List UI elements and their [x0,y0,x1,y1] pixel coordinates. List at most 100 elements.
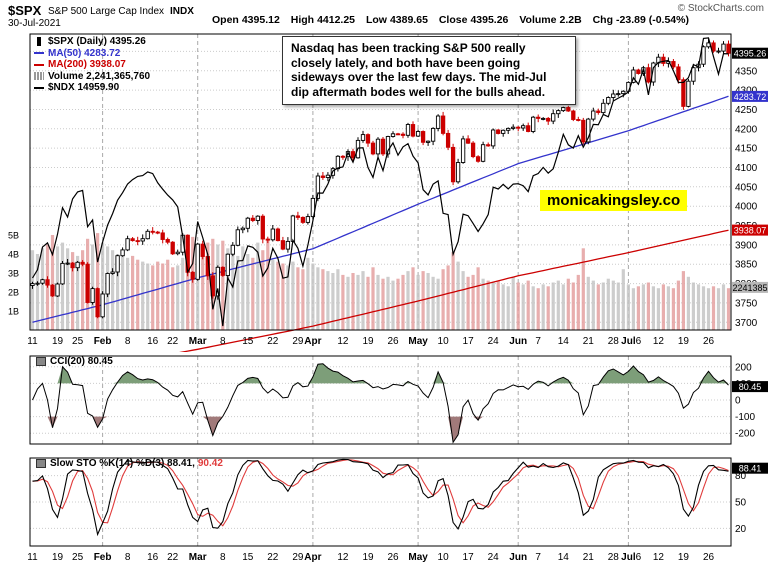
svg-text:5B: 5B [8,231,19,241]
svg-text:24: 24 [488,336,500,347]
price-chart-svg: 3700375038003850390039504000405041004150… [8,33,768,380]
svg-text:Feb: Feb [94,552,112,563]
svg-text:Apr: Apr [304,336,321,347]
svg-text:8: 8 [125,336,131,347]
svg-text:26: 26 [387,336,399,347]
close-label: Close [438,14,468,26]
svg-text:21: 21 [583,552,595,563]
svg-text:22: 22 [167,336,179,347]
volume-label: Volume [519,14,557,26]
open-value: 4395.12 [241,14,280,26]
candle-icon [37,37,41,47]
svg-text:-100: -100 [735,412,755,423]
svg-text:Jul: Jul [621,336,636,347]
cci-legend: CCI(20) 80.45 [36,356,113,367]
svg-text:10: 10 [438,336,450,347]
svg-text:6: 6 [636,552,642,563]
legend-item-volume: Volume 2,241,365,760 [34,71,150,83]
sto-d-value: 90.42 [197,458,223,469]
svg-text:3700: 3700 [735,318,758,329]
svg-text:6: 6 [636,336,642,347]
svg-text:8: 8 [220,336,226,347]
legend-item-ndx: $NDX 14959.90 [34,82,150,94]
svg-text:28: 28 [608,552,620,563]
svg-text:24: 24 [488,552,500,563]
svg-text:3B: 3B [8,269,19,279]
quote-bar: Open 4395.12 High 4412.25 Low 4389.65 Close… [212,14,689,26]
svg-text:11: 11 [27,552,38,563]
svg-text:15: 15 [242,336,254,347]
svg-text:25: 25 [72,336,84,347]
svg-text:20: 20 [735,524,747,535]
svg-text:12: 12 [653,336,665,347]
svg-text:14: 14 [558,552,570,563]
svg-text:29: 29 [292,552,304,563]
svg-text:3750: 3750 [735,298,758,309]
svg-text:15: 15 [242,552,254,563]
svg-text:Apr: Apr [304,552,321,563]
cci-label: CCI(20) 80.45 [50,356,113,367]
svg-text:88.41: 88.41 [739,464,762,474]
legend-label: Volume 2,241,365,760 [48,70,151,82]
low-value: 4389.65 [389,14,428,26]
svg-text:19: 19 [678,552,690,563]
svg-text:19: 19 [362,336,374,347]
svg-text:11: 11 [27,336,38,347]
price-chart-panel: 3700375038003850390039504000405041004150… [0,30,768,380]
svg-text:4B: 4B [8,250,19,260]
svg-text:80: 80 [735,471,747,482]
svg-text:2241385: 2241385 [732,283,767,293]
line-icon [34,63,44,66]
low-label: Low [365,14,387,26]
svg-text:4350: 4350 [735,66,758,77]
svg-text:19: 19 [362,552,374,563]
svg-text:4250: 4250 [735,105,758,116]
svg-text:80.45: 80.45 [739,382,762,392]
svg-text:19: 19 [52,336,64,347]
line-icon [34,86,44,89]
svg-text:4000: 4000 [735,202,758,213]
svg-text:16: 16 [147,552,159,563]
svg-text:26: 26 [703,552,715,563]
chart-legend: $SPX (Daily) 4395.26 MA(50) 4283.72 MA(2… [34,36,150,94]
svg-text:26: 26 [703,336,715,347]
svg-text:4100: 4100 [735,163,758,174]
svg-text:3938.07: 3938.07 [734,226,767,236]
svg-text:22: 22 [167,552,179,563]
svg-text:19: 19 [678,336,690,347]
legend-item-spx: $SPX (Daily) 4395.26 [34,36,150,48]
legend-label: MA(200) 3938.07 [48,59,126,71]
svg-text:3900: 3900 [735,240,758,251]
svg-text:4200: 4200 [735,124,758,135]
svg-text:0: 0 [735,396,741,407]
index-name: S&P 500 Large Cap Index [48,6,165,17]
svg-text:-200: -200 [735,429,755,440]
sto-legend: Slow STO %K(14) %D(3) 88.41, 90.42 [36,458,223,469]
svg-text:7: 7 [535,552,541,563]
svg-text:Feb: Feb [94,336,112,347]
svg-text:12: 12 [337,336,349,347]
svg-text:Jul: Jul [621,552,636,563]
indicator-icon [36,459,46,468]
legend-label: $SPX (Daily) 4395.26 [48,36,146,48]
svg-text:7: 7 [535,336,541,347]
legend-label: MA(50) 4283.72 [48,47,121,59]
svg-text:29: 29 [292,336,304,347]
symbol: $SPX [8,3,42,18]
svg-text:25: 25 [72,552,84,563]
close-value: 4395.26 [470,14,509,26]
chg-value: -23.89 (-0.54%) [616,14,689,26]
svg-text:14: 14 [558,336,570,347]
high-value: 4412.25 [317,14,356,26]
svg-text:3850: 3850 [735,260,758,271]
svg-text:22: 22 [267,336,279,347]
svg-text:8: 8 [220,552,226,563]
legend-item-ma50: MA(50) 4283.72 [34,48,150,60]
svg-text:4395.26: 4395.26 [734,49,767,59]
indicator-icon [36,357,46,366]
exchange: INDX [170,6,194,17]
svg-text:Jun: Jun [509,336,527,347]
